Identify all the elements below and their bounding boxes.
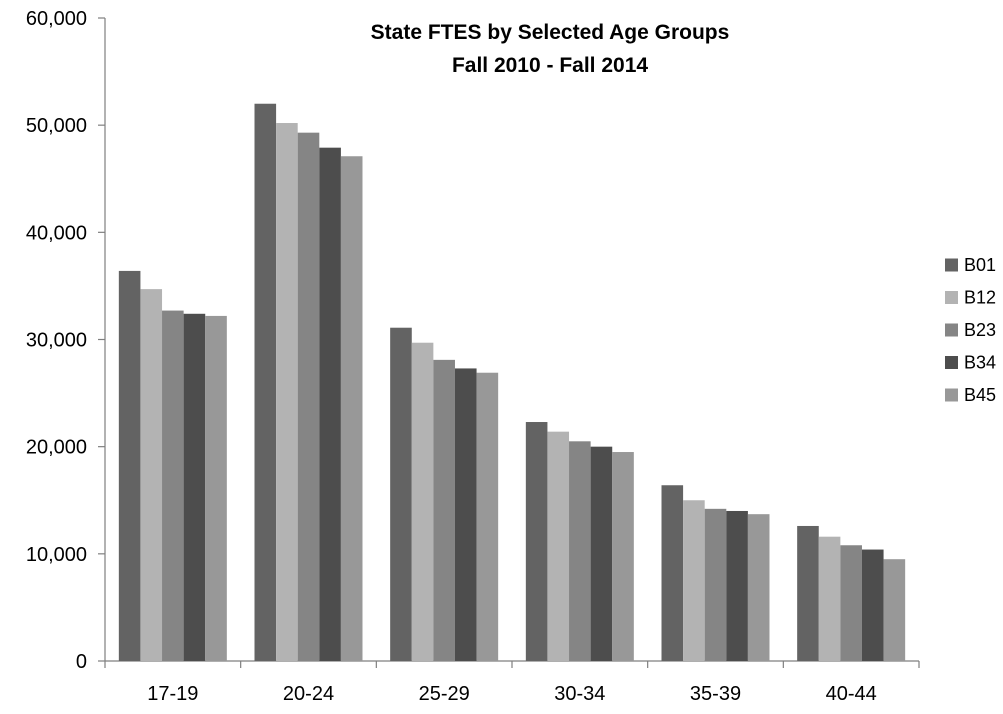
legend-label: B34: [964, 353, 996, 373]
legend-label: B01: [964, 255, 996, 275]
bar-b12-20-24: [276, 123, 298, 662]
bar-b34-25-29: [454, 368, 477, 661]
bar-b23-35-39: [704, 508, 727, 661]
chart-title-line-1: State FTES by Selected Age Groups: [371, 21, 730, 44]
bar-b12-40-44: [818, 536, 841, 661]
legend-label: B45: [964, 385, 996, 405]
legend-swatch: [945, 388, 958, 402]
bar-b23-17-19: [162, 310, 184, 661]
x-tick-label: 40-44: [826, 683, 877, 705]
y-tick-label: 50,000: [26, 115, 87, 137]
y-tick-label: 0: [76, 651, 87, 673]
x-tick-label: 30-34: [554, 683, 605, 705]
x-tick-label: 25-29: [419, 683, 470, 705]
bar-b23-25-29: [433, 359, 455, 661]
x-tick-label: 17-19: [147, 683, 198, 705]
bar-b01-20-24: [254, 103, 277, 661]
bar-b45-20-24: [340, 156, 363, 661]
bar-b45-40-44: [883, 559, 906, 661]
bar-b45-30-34: [612, 452, 634, 661]
bar-b23-40-44: [840, 545, 862, 661]
bar-b34-30-34: [590, 446, 613, 661]
bar-b01-17-19: [118, 270, 141, 661]
bar-b01-25-29: [390, 327, 412, 661]
y-tick-label: 40,000: [26, 222, 87, 244]
legend-label: B12: [964, 288, 996, 308]
legend-swatch: [945, 323, 958, 337]
bars: [118, 103, 906, 662]
y-axis-ticks: 0 10,000 20,000 30,000 40,000 50,000 60,000: [26, 8, 105, 673]
chart-title-line-2: Fall 2010 - Fall 2014: [452, 54, 648, 77]
y-tick-label: 10,000: [26, 544, 87, 566]
bar-b12-17-19: [140, 289, 163, 661]
x-axis-ticks: 17-19 20-24 25-29 30-34 35-39 40-44: [104, 661, 920, 705]
bar-b01-40-44: [797, 525, 819, 661]
legend-swatch: [945, 356, 958, 369]
bar-b01-35-39: [661, 485, 684, 661]
y-tick-label: 60,000: [26, 8, 87, 30]
legend-swatch: [945, 258, 958, 272]
bar-b34-20-24: [319, 147, 341, 662]
bar-b34-17-19: [183, 313, 206, 661]
y-tick-label: 20,000: [26, 437, 87, 459]
x-tick-label: 20-24: [283, 683, 334, 705]
chart-title: State FTES by Selected Age Groups Fall 2…: [371, 21, 730, 77]
bar-b01-30-34: [525, 422, 548, 661]
bar-b23-30-34: [569, 441, 591, 661]
bar-b45-35-39: [747, 514, 770, 661]
axes: [104, 18, 919, 662]
y-tick-label: 30,000: [26, 330, 87, 352]
legend-swatch: [945, 291, 958, 304]
bar-b12-30-34: [547, 431, 570, 661]
legend: B01 B12 B23 B34 B45: [945, 255, 996, 405]
bar-b12-35-39: [683, 500, 705, 661]
bar-b45-17-19: [205, 315, 227, 661]
bar-b23-20-24: [297, 132, 320, 661]
legend-label: B23: [964, 320, 996, 340]
x-tick-label: 35-39: [690, 683, 741, 705]
bar-b34-35-39: [726, 510, 748, 661]
bar-b45-25-29: [476, 372, 499, 661]
bar-b34-40-44: [861, 549, 884, 661]
bar-b12-25-29: [411, 342, 434, 661]
